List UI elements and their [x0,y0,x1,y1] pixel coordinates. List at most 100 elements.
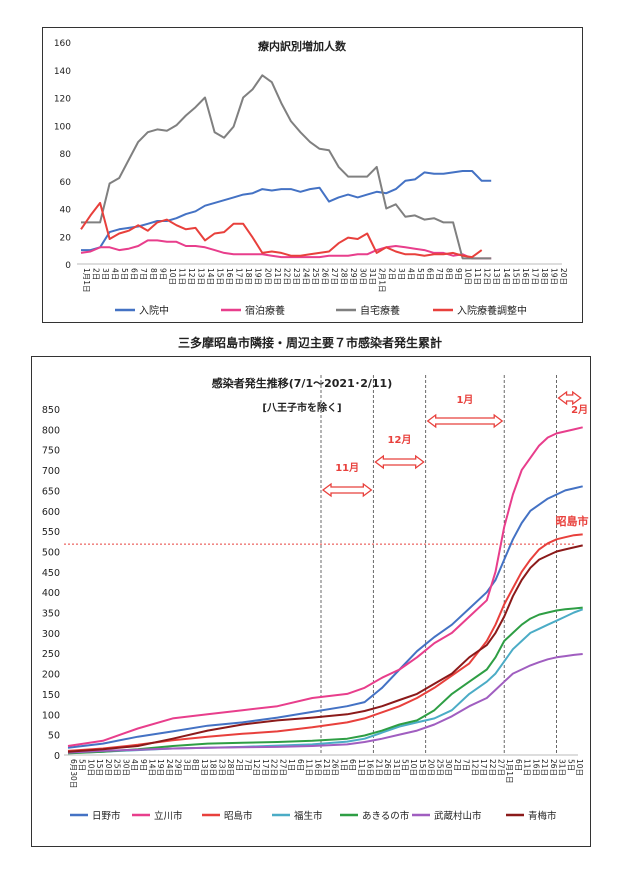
x-tick-label: 17日 [235,268,244,285]
x-tick-label: 30日 [121,759,130,776]
x-tick-label: 24日 [165,759,174,776]
y-tick-label: 300 [42,629,60,640]
legend-label: 立川市 [154,810,183,822]
x-tick-label: 2日 [235,759,244,771]
chart-title: 療内訳別増加人数 [258,39,347,53]
month-annotation-label: 12月 [388,434,412,446]
x-tick-label: 2日 [92,268,101,280]
x-tick-label: 15日 [95,759,104,776]
month-arrow-shape [374,454,425,470]
x-tick-label: 4日 [111,268,120,280]
y-tick-label: 650 [42,486,60,497]
x-tick-label: 11日 [357,759,366,776]
x-tick-label: 10日 [464,268,473,285]
x-tick-label: 6月30日 [69,759,78,788]
x-tick-label: 20日 [559,268,568,285]
x-tick-label: 17日 [530,268,539,285]
x-tick-label: 3日 [397,268,406,280]
x-tick-label: 29日 [349,268,358,285]
x-tick-label: 30日 [444,759,453,776]
y-tick-label: 40 [60,206,72,216]
cumulative-infection-chart: 感染者発生推移(7/1～2021･2/11) [八王子市を除く] 0 50 100 150… [42,375,589,822]
x-tick-label: 20日 [104,759,113,776]
line-series-0 [67,485,583,749]
x-tick-label: 27日 [278,759,287,776]
x-tick-label: 14日 [206,268,215,285]
x-tick-label: 10日 [409,759,418,776]
legend-label: 入院療養調整中 [457,304,527,317]
x-tick-label: 19日 [156,759,165,776]
x-tick-label: 4日 [406,268,415,280]
x-tick-label: 8日 [149,268,158,280]
x-tick-label: 17日 [479,759,488,776]
x-tick-label: 18日 [209,759,218,776]
y-tick-label: 0 [54,751,60,762]
x-tick-label: 6日 [348,759,357,771]
x-tick-label: 9日 [454,268,463,280]
x-tick-label: 2月1日 [378,268,387,293]
line-series-5 [67,653,583,754]
x-tick-label: 25日 [113,759,122,776]
y-tick-label: 850 [42,405,60,416]
y-tick-label: 500 [42,547,60,558]
x-tick-label: 29日 [174,759,183,776]
line-series-2 [81,74,492,260]
x-tick-label: 1月1日 [82,268,91,293]
x-tick-label: 7日 [139,268,148,280]
x-tick-label: 11日 [305,759,314,776]
x-tick-label: 23日 [292,268,301,285]
x-tick-label: 10日 [86,759,95,776]
x-tick-label: 9日 [139,759,148,771]
y-tick-label: 600 [42,507,60,518]
x-tick-label: 16日 [313,759,322,776]
x-tick-label: 13日 [492,268,501,285]
month-annotation-label: 1月 [456,394,473,406]
y-tick-label: 800 [42,425,60,436]
x-tick-label: 6日 [514,759,523,771]
x-tick-label: 20日 [263,268,272,285]
y-tick-label: 550 [42,527,60,538]
x-tick-label: 12日 [470,759,479,776]
x-tick-label: 16日 [521,268,530,285]
x-tick-label: 1日 [339,759,348,771]
month-arrow-shape [321,482,373,498]
y-tick-label: 400 [42,588,60,599]
y-tick-label: 80 [60,150,72,160]
legend-label: 武蔵村山市 [434,810,482,822]
x-tick-label: 24日 [301,268,310,285]
x-tick-label: 5日 [120,268,129,280]
x-tick-label: 15日 [511,268,520,285]
x-tick-label: 11日 [177,268,186,285]
y-tick-label: 250 [42,649,60,660]
y-tick-label: 140 [54,67,71,77]
y-tick-label: 750 [42,446,60,457]
x-tick-label: 7日 [243,759,252,771]
x-tick-label: 2日 [453,759,462,771]
x-tick-label: 11日 [473,268,482,285]
x-tick-label: 23日 [217,759,226,776]
y-tick-label: 120 [54,95,71,105]
x-tick-label: 26日 [321,268,330,285]
line-series-0 [81,170,492,252]
y-tick-label: 160 [54,39,71,49]
x-tick-label: 3日 [101,268,110,280]
x-tick-label: 11日 [523,759,532,776]
x-tick-label: 6日 [425,268,434,280]
x-tick-label: 14日 [148,759,157,776]
line-series-6 [67,544,583,753]
month-arrow-shape [557,390,582,406]
x-tick-label: 25日 [311,268,320,285]
x-tick-label: 20日 [427,759,436,776]
legend-label: 自宅療養 [360,304,400,317]
mid-caption: 三多摩昭島市隣接・周辺主要７市感染者発生累計 [177,336,442,350]
x-tick-label: 19日 [549,268,558,285]
y-tick-label: 700 [42,466,60,477]
line-series-1 [80,239,492,260]
month-arrow [426,413,504,429]
x-tick-label: 8日 [445,268,454,280]
month-arrow [374,454,425,470]
x-tick-label: 21日 [273,268,282,285]
x-tick-label: 22日 [270,759,279,776]
x-tick-label: 5日 [78,759,87,771]
